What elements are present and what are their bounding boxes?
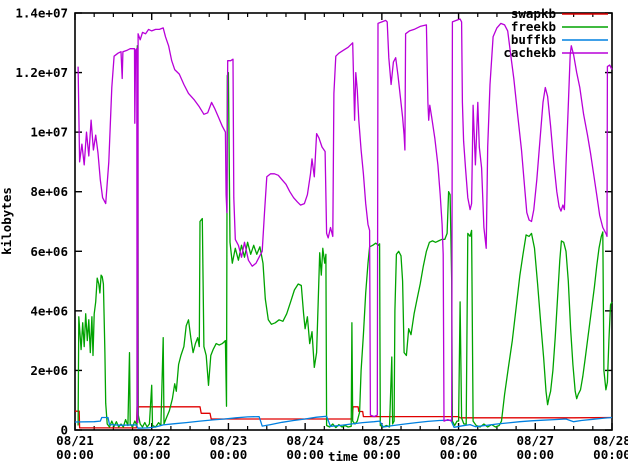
y-axis-title: kilobytes bbox=[0, 187, 14, 255]
x-tick-label-time: 00:00 bbox=[286, 447, 324, 462]
legend-label-swapkb: swapkb bbox=[511, 6, 556, 21]
y-tick-label: 2e+06 bbox=[30, 363, 68, 378]
x-axis-title: time bbox=[328, 449, 359, 464]
y-tick-label: 8e+06 bbox=[30, 184, 68, 199]
x-tick-label-date: 08/26 bbox=[440, 433, 478, 448]
x-tick-label-time: 00:00 bbox=[440, 447, 478, 462]
x-tick-label-date: 08/23 bbox=[210, 433, 248, 448]
x-tick-label-time: 00:00 bbox=[516, 447, 554, 462]
y-tick-label: 1e+07 bbox=[30, 125, 68, 140]
y-tick-label: 0 bbox=[60, 423, 68, 438]
x-tick-label-date: 08/27 bbox=[516, 433, 554, 448]
legend-label-freekb: freekb bbox=[511, 19, 556, 34]
x-tick-label-date: 08/22 bbox=[133, 433, 171, 448]
x-tick-label-time: 00:00 bbox=[210, 447, 248, 462]
x-tick-label-date: 08/28 bbox=[593, 433, 628, 448]
series-cachekb-line bbox=[77, 18, 613, 424]
series-freekb-line bbox=[77, 45, 613, 429]
y-tick-label: 4e+06 bbox=[30, 303, 68, 318]
x-tick-label-time: 00:00 bbox=[56, 447, 94, 462]
y-tick-label: 1.4e+07 bbox=[15, 6, 68, 21]
x-tick-label-date: 08/24 bbox=[286, 433, 324, 448]
x-tick-label-date: 08/25 bbox=[363, 433, 401, 448]
x-tick-label-date: 08/21 bbox=[56, 433, 94, 448]
series-buffkb-line bbox=[74, 415, 613, 429]
x-tick-label-time: 00:00 bbox=[363, 447, 401, 462]
y-tick-labels: 0 2e+06 4e+06 6e+06 8e+06 1e+07 1.2e+07 1.4e+07 bbox=[15, 6, 68, 438]
x-tick-labels: 08/2100:0008/2200:0008/2300:0008/2400:00… bbox=[56, 433, 628, 462]
y-tick-label: 1.2e+07 bbox=[15, 65, 68, 80]
legend-label-cachekb: cachekb bbox=[503, 45, 556, 60]
legend-label-buffkb: buffkb bbox=[511, 32, 556, 47]
x-tick-label-time: 00:00 bbox=[133, 447, 171, 462]
x-tick-label-time: 00:00 bbox=[593, 447, 628, 462]
data-series bbox=[74, 18, 613, 429]
y-tick-label: 6e+06 bbox=[30, 244, 68, 259]
